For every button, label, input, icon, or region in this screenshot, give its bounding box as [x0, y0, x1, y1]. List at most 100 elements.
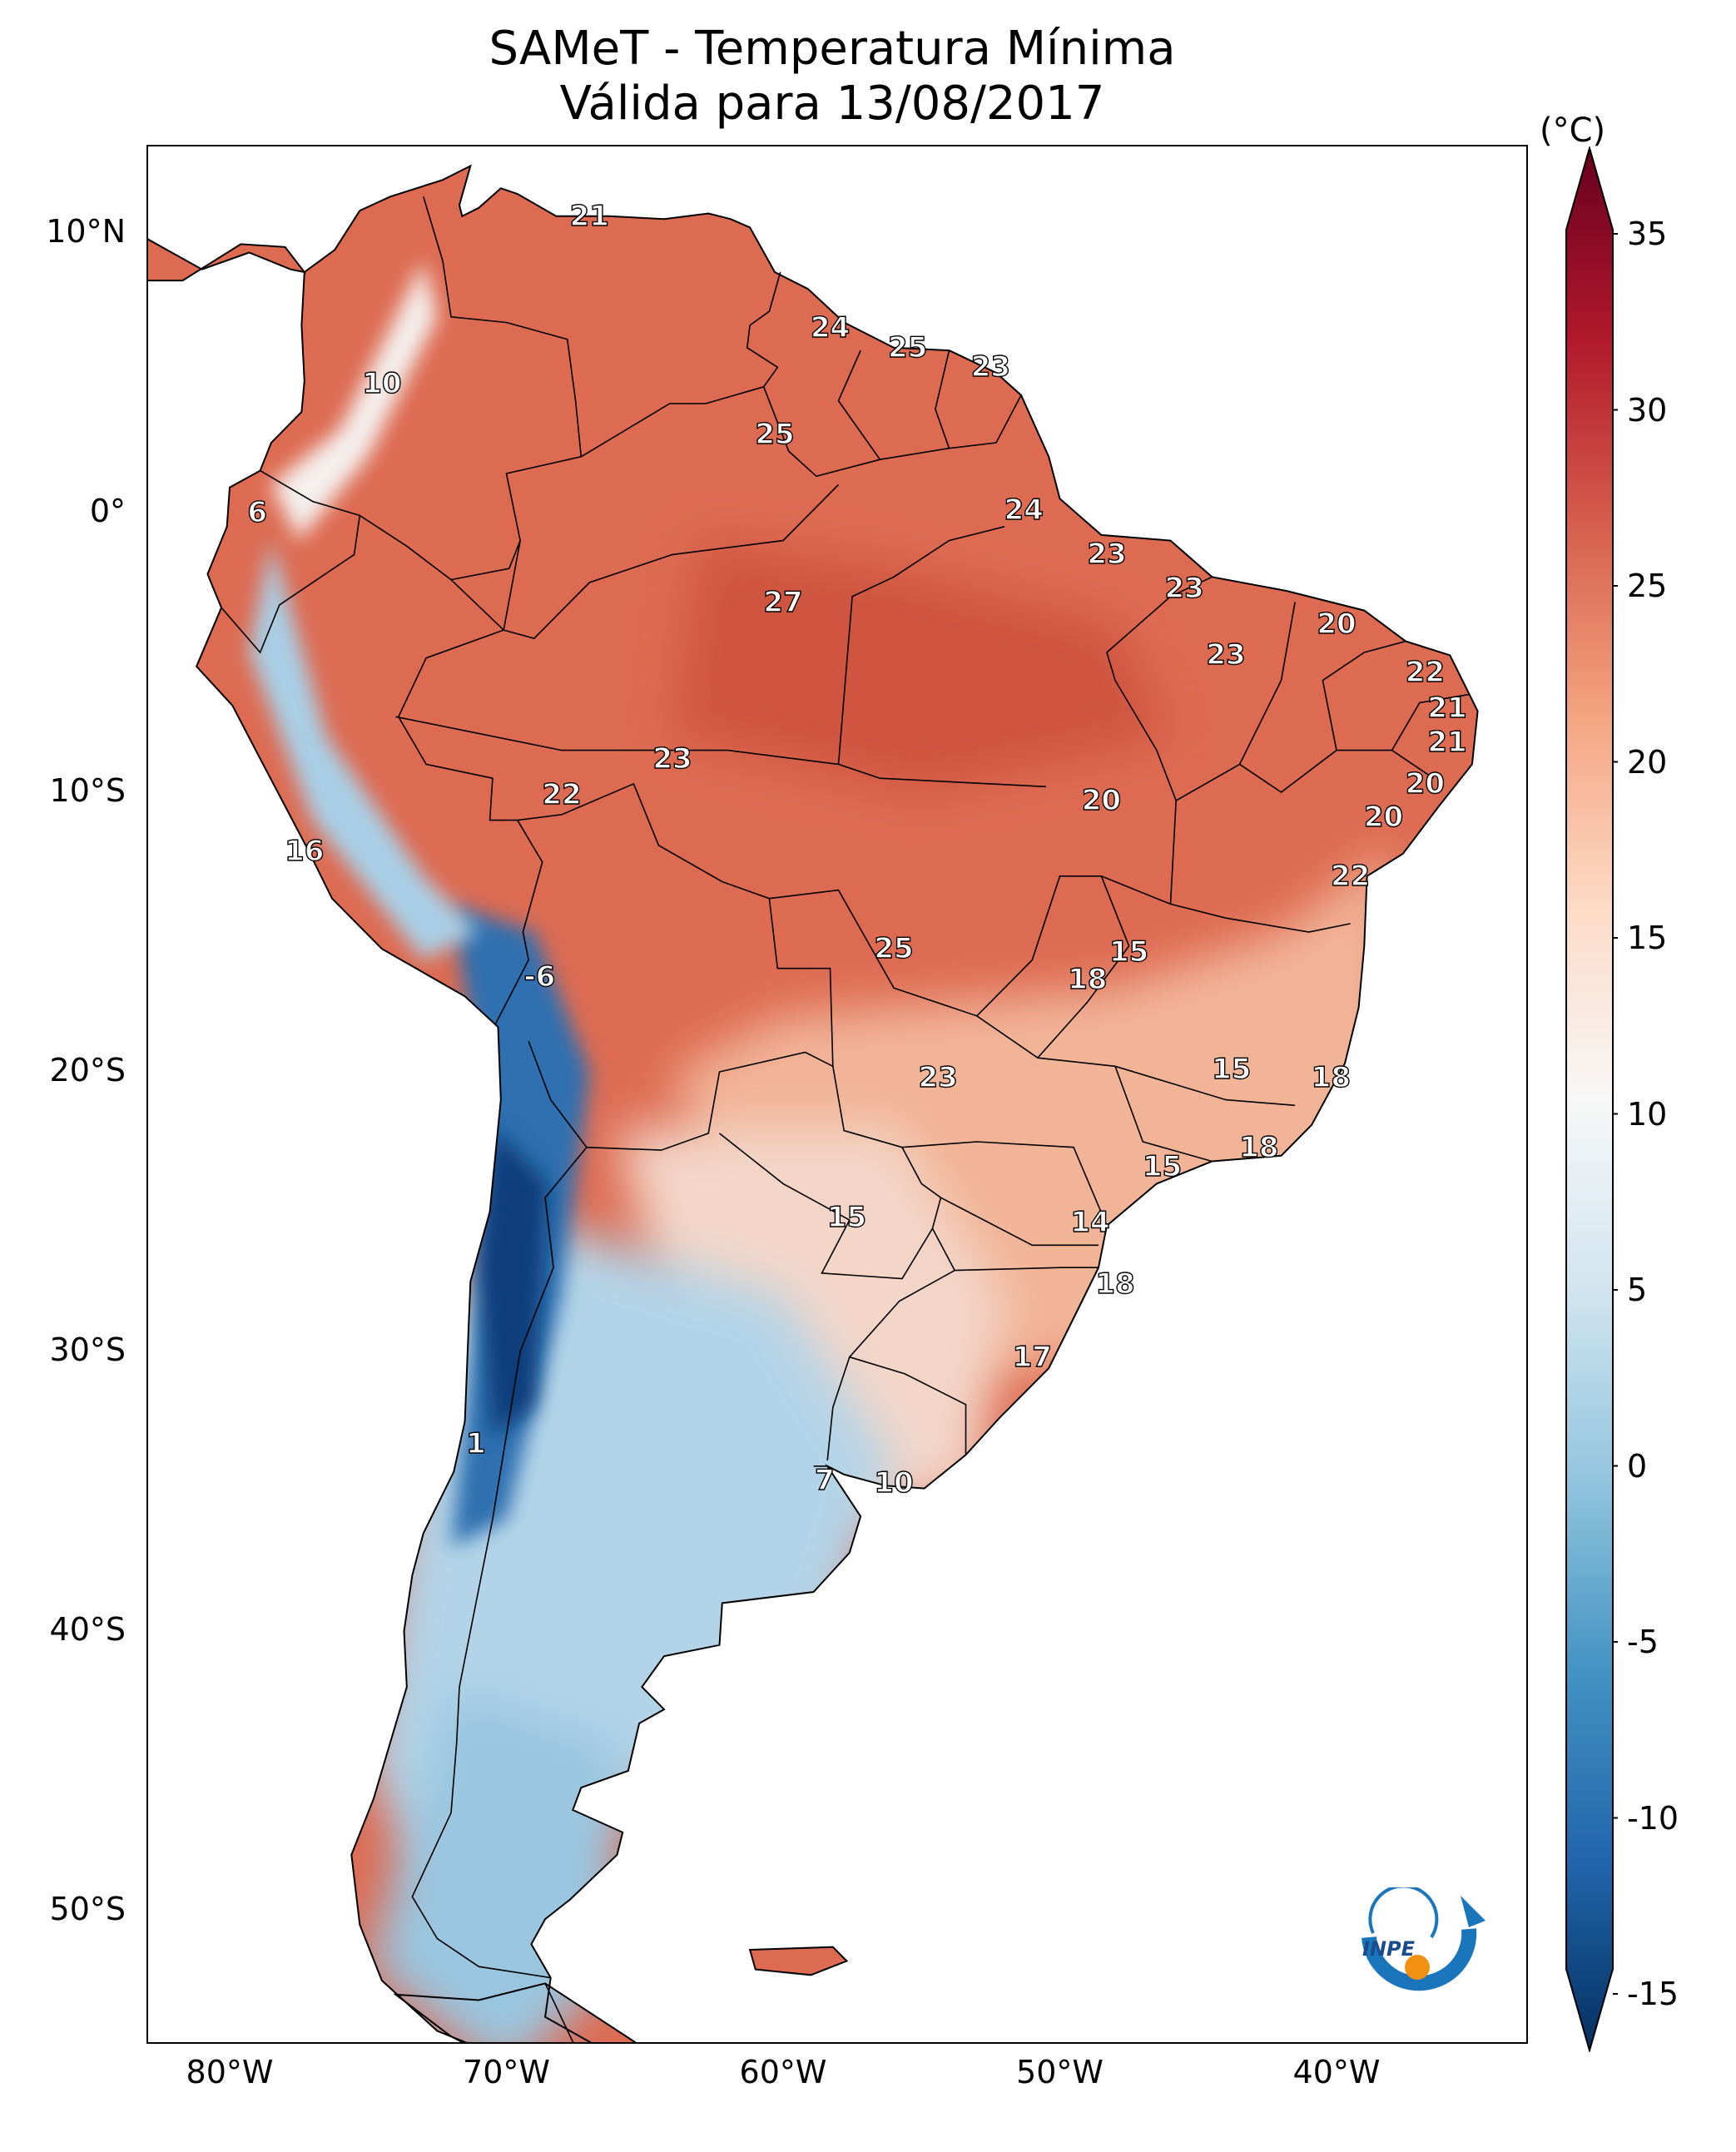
colorbar-tick-label: 30	[1627, 391, 1668, 429]
border-line	[1170, 903, 1351, 933]
border-line	[837, 526, 1005, 765]
station-value-label: 21	[569, 199, 610, 233]
map-area[interactable]	[146, 145, 1528, 2044]
station-value-label: 1	[465, 1426, 486, 1460]
lat-tick-label: 40°S	[49, 1611, 126, 1648]
station-value-label: 23	[970, 350, 1011, 384]
border-line	[450, 540, 521, 581]
station-value-label: 15	[826, 1200, 867, 1234]
colorbar-tick-label: -15	[1627, 1976, 1679, 2012]
colorbar-tick-label: 25	[1627, 568, 1668, 604]
station-value-label: 18	[1095, 1267, 1136, 1302]
station-value-label: 14	[1070, 1206, 1111, 1240]
station-value-label: 23	[918, 1060, 959, 1094]
station-value-label: 20	[1405, 766, 1446, 801]
station-value-label: 20	[1363, 801, 1404, 835]
station-value-label: 22	[542, 778, 583, 812]
station-value-label: 15	[1142, 1150, 1183, 1184]
border-line	[769, 889, 1296, 1107]
border-line	[940, 1197, 1099, 1247]
lon-tick-label: 50°W	[1016, 2054, 1104, 2090]
station-value-label: 24	[810, 311, 851, 345]
border-line	[1175, 749, 1434, 801]
border-line	[1322, 640, 1406, 751]
border-line	[935, 350, 950, 449]
lat-tick-label: 30°S	[49, 1331, 126, 1368]
station-value-label: 24	[1004, 493, 1044, 527]
station-value-label: 23	[652, 741, 693, 776]
station-value-label: 18	[1311, 1060, 1352, 1094]
border-line	[395, 716, 1046, 788]
colorbar-tick-label: -10	[1627, 1799, 1679, 1837]
station-value-label: 25	[887, 330, 928, 364]
border-line	[849, 1356, 967, 1455]
lat-tick-label: 0°	[89, 493, 126, 529]
map-canvas	[148, 164, 1479, 2042]
colorbar-tick-label: 35	[1627, 216, 1668, 252]
inpe-logo: INPE	[1362, 1887, 1486, 1991]
station-value-label: 6	[247, 495, 268, 529]
station-value-label: 22	[1330, 859, 1371, 893]
border-line	[580, 271, 781, 458]
lon-tick-label: 80°W	[186, 2054, 274, 2090]
station-value-label: 22	[1405, 655, 1446, 689]
station-value-label: 23	[1087, 538, 1128, 572]
lon-tick-label: 40°W	[1292, 2054, 1381, 2090]
station-value-label: 21	[1427, 725, 1468, 759]
map-subtitle: Válida para 13/08/2017	[559, 77, 1105, 131]
station-value-label: 20	[1317, 607, 1357, 642]
station-value-label: 10	[362, 367, 403, 401]
lat-tick-label: 10°N	[46, 213, 126, 250]
border-line	[901, 1141, 1108, 1227]
border-line	[411, 1147, 588, 1979]
colorbar-bar	[1565, 146, 1614, 2052]
border-line	[517, 782, 834, 1151]
border-line	[955, 1267, 1099, 1272]
station-value-label: 16	[284, 834, 325, 868]
station-value-label: 23	[1206, 638, 1247, 672]
station-value-label: 25	[874, 931, 915, 966]
border-line	[423, 196, 583, 631]
station-value-label: 18	[1067, 962, 1108, 997]
border-line	[837, 350, 881, 460]
border-line	[359, 514, 543, 1025]
border-line	[1391, 693, 1470, 751]
border-line	[826, 1227, 956, 1461]
political-borders	[221, 196, 1470, 2042]
border-line	[544, 1983, 574, 2042]
station-value-label: 10	[874, 1465, 915, 1500]
colorbar-tick-label: 0	[1627, 1447, 1648, 1485]
logo-text: INPE	[1362, 1937, 1416, 1961]
border-line	[1106, 576, 1213, 653]
colorbar-tick-label: -5	[1627, 1624, 1659, 1660]
border-line	[1238, 602, 1296, 765]
colorbar-tick-label: 5	[1627, 1272, 1648, 1308]
station-value-label: 27	[763, 585, 804, 619]
station-value-label: 15	[1109, 935, 1149, 969]
station-value-label: 23	[1164, 571, 1205, 605]
station-value-label: 21	[1427, 691, 1468, 726]
station-value-label: -6	[523, 959, 556, 994]
border-line	[1037, 875, 1130, 1059]
station-value-label: 7	[814, 1463, 835, 1497]
border-line	[503, 483, 840, 640]
station-value-label: 25	[755, 417, 796, 451]
colorbar-unit: (°C)	[1540, 112, 1606, 150]
lon-tick-label: 60°W	[739, 2054, 827, 2090]
map-title: SAMeT - Temperatura Mínima	[489, 22, 1176, 76]
station-value-label: 20	[1081, 783, 1122, 818]
border-line	[221, 469, 361, 654]
coastline	[148, 164, 1479, 2042]
station-value-label: 17	[1012, 1340, 1053, 1374]
colorbar-tick-label: 15	[1627, 920, 1668, 956]
lat-tick-label: 50°S	[49, 1891, 126, 1927]
colorbar	[1565, 146, 1618, 2052]
border-line	[1114, 1066, 1213, 1163]
lat-tick-label: 10°S	[49, 772, 126, 809]
colorbar-tick-label: 20	[1627, 743, 1668, 781]
station-value-label: 15	[1211, 1052, 1252, 1086]
lat-tick-label: 20°S	[49, 1052, 126, 1088]
colorbar-tick-label: 10	[1627, 1095, 1668, 1133]
station-value-label: 18	[1239, 1130, 1280, 1164]
lon-tick-label: 70°W	[463, 2054, 550, 2090]
